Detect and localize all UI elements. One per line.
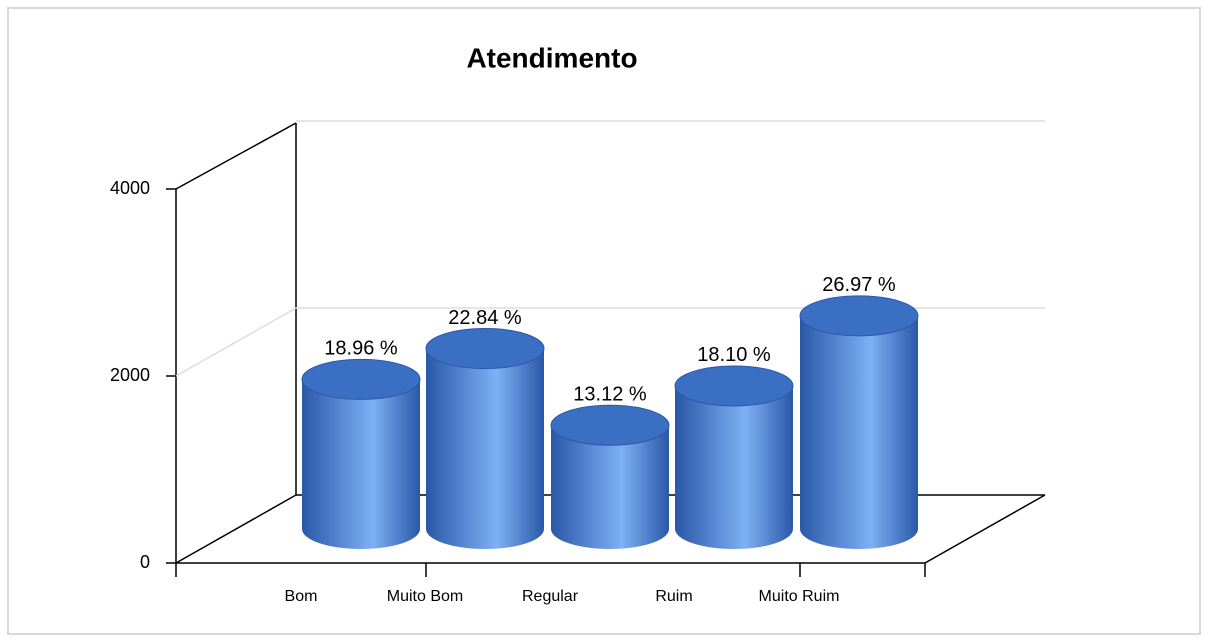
x-tick-label: Bom xyxy=(285,588,318,605)
grid-line xyxy=(175,307,297,377)
data-label: 18.96 % xyxy=(324,338,398,360)
bar xyxy=(674,365,794,549)
axes xyxy=(175,122,1046,577)
bar xyxy=(799,295,919,549)
bar xyxy=(550,404,670,549)
y-tick-label: 4000 xyxy=(110,178,150,198)
x-tick-label: Ruim xyxy=(655,588,692,605)
data-label: 18.10 % xyxy=(697,344,771,366)
data-label: 13.12 % xyxy=(573,383,647,405)
bar xyxy=(425,328,545,549)
data-label: 22.84 % xyxy=(448,307,522,329)
data-label: 26.97 % xyxy=(822,274,896,296)
bar xyxy=(301,358,421,549)
x-tick-label: Muito Bom xyxy=(387,588,463,605)
y-tick-label: 2000 xyxy=(110,365,150,385)
x-tick-label: Regular xyxy=(522,588,579,605)
x-tick-label: Muito Ruim xyxy=(759,588,840,605)
chart-title: Atendimento xyxy=(466,42,637,73)
y-tick-label: 0 xyxy=(140,552,150,572)
